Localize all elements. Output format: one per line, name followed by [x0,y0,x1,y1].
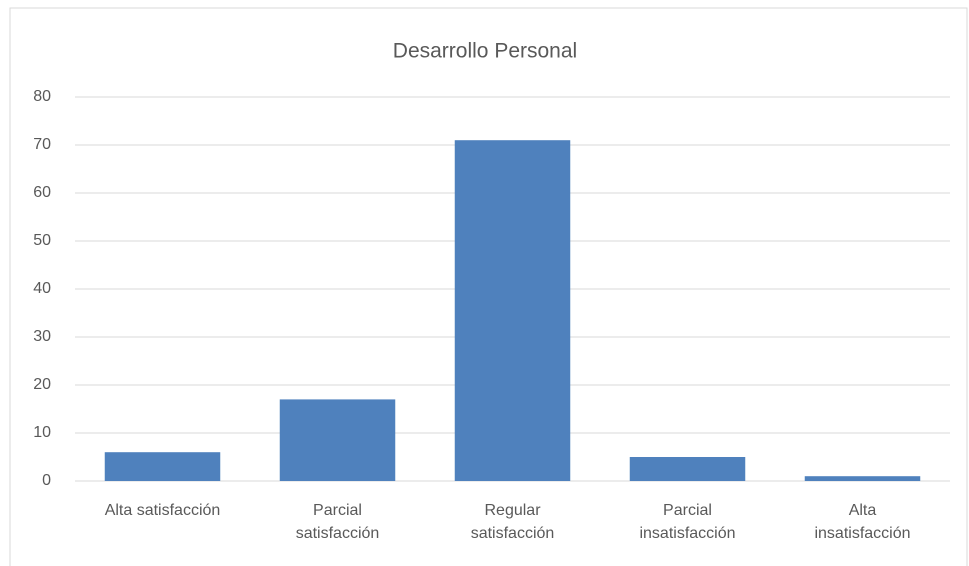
bar [279,399,396,481]
y-tick-label: 70 [33,136,51,153]
chart-border [9,7,968,566]
x-tick-label: Alta satisfacción [104,502,221,519]
x-tick-label: Parcial satisfacción [295,502,380,542]
y-tick-label: 60 [33,184,51,201]
bar [454,140,571,481]
y-tick-label: 20 [33,376,51,393]
y-tick-label: 80 [33,88,51,105]
x-tick-label: Parcial insatisfacción [639,502,736,542]
y-tick-label: 0 [42,472,51,489]
chart-title: Desarrollo Personal [393,40,577,63]
y-tick-label: 50 [33,232,51,249]
x-tick-label: Alta insatisfacción [814,502,911,542]
bar [104,452,221,481]
y-tick-label: 30 [33,328,51,345]
x-tick-label: Regular satisfacción [470,502,555,542]
y-tick-label: 40 [33,280,51,297]
y-tick-label: 10 [33,424,51,441]
bar [629,457,746,481]
bar [804,476,921,481]
